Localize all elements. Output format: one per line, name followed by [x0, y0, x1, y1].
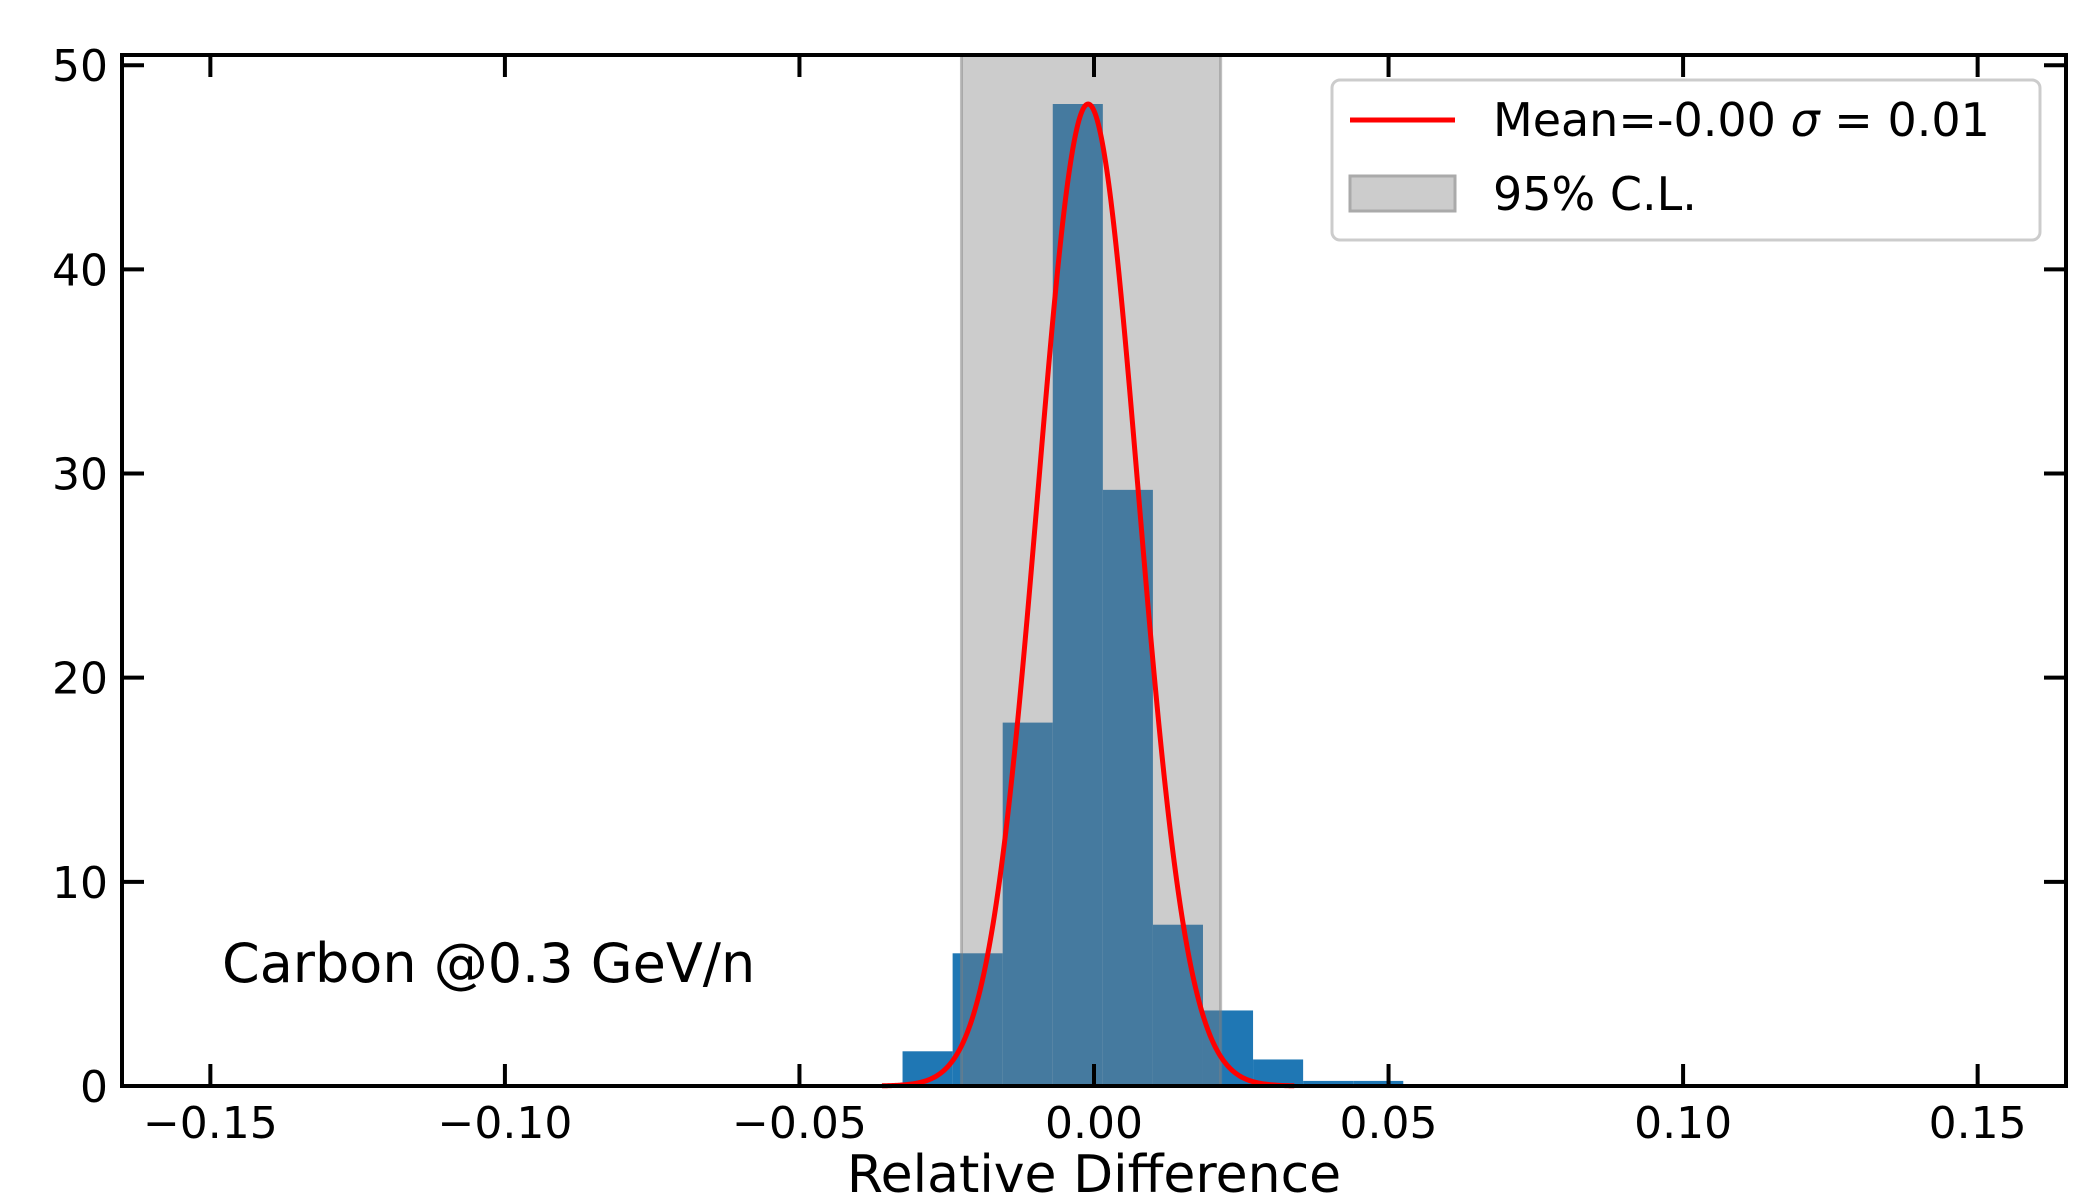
histogram-bar [1202, 1010, 1254, 1086]
x-tick-label: −0.15 [143, 1098, 278, 1149]
legend-fit-sigma: σ [1791, 93, 1822, 147]
legend-fit-label: Mean=-0.00 σ = 0.01 [1493, 93, 1990, 147]
axis-ticks: −0.15 −0.10 −0.05 0.00 0.05 0.10 0.15 0 10 20 30 40… [52, 41, 2066, 1149]
legend-fit-suffix: = 0.01 [1820, 93, 1990, 147]
y-tick-label: 0 [80, 1062, 108, 1113]
legend-band-swatch [1348, 174, 1457, 213]
histogram-bar [1052, 103, 1103, 1086]
x-tick-label: 0.05 [1340, 1098, 1438, 1149]
gaussian-fit-layer [881, 101, 1295, 1089]
y-tick-label: 30 [52, 450, 108, 501]
y-tick-label: 40 [52, 245, 108, 296]
y-tick-label: 50 [52, 41, 108, 92]
legend-fit-prefix: Mean=-0.00 [1493, 93, 1791, 147]
y-tick-label: 20 [52, 654, 108, 705]
confidence-band [959, 53, 1223, 1088]
legend-band-label: 95% C.L. [1493, 167, 1697, 221]
x-tick-label: 0.15 [1929, 1098, 2027, 1149]
x-tick-label: 0.10 [1634, 1098, 1732, 1149]
x-tick-label: −0.10 [437, 1098, 572, 1149]
x-tick-label: −0.05 [732, 1098, 867, 1149]
y-tick-label: 10 [52, 858, 108, 909]
legend-box [1330, 78, 2042, 242]
histogram-bar [1303, 1080, 1354, 1086]
confidence-band-layer [959, 53, 1223, 1088]
legend: Mean=-0.00 σ = 0.01 95% C.L. [1330, 78, 2042, 242]
histogram-bar [1353, 1080, 1404, 1086]
x-tick-label: 0.00 [1045, 1098, 1143, 1149]
histogram-bar [1152, 924, 1203, 1086]
gaussian-fit-curve [881, 101, 1295, 1089]
dataset-annotation: Carbon @0.3 GeV/n [222, 932, 755, 995]
x-axis-label: Relative Difference [847, 1145, 1341, 1200]
histogram-bars [902, 103, 1404, 1086]
